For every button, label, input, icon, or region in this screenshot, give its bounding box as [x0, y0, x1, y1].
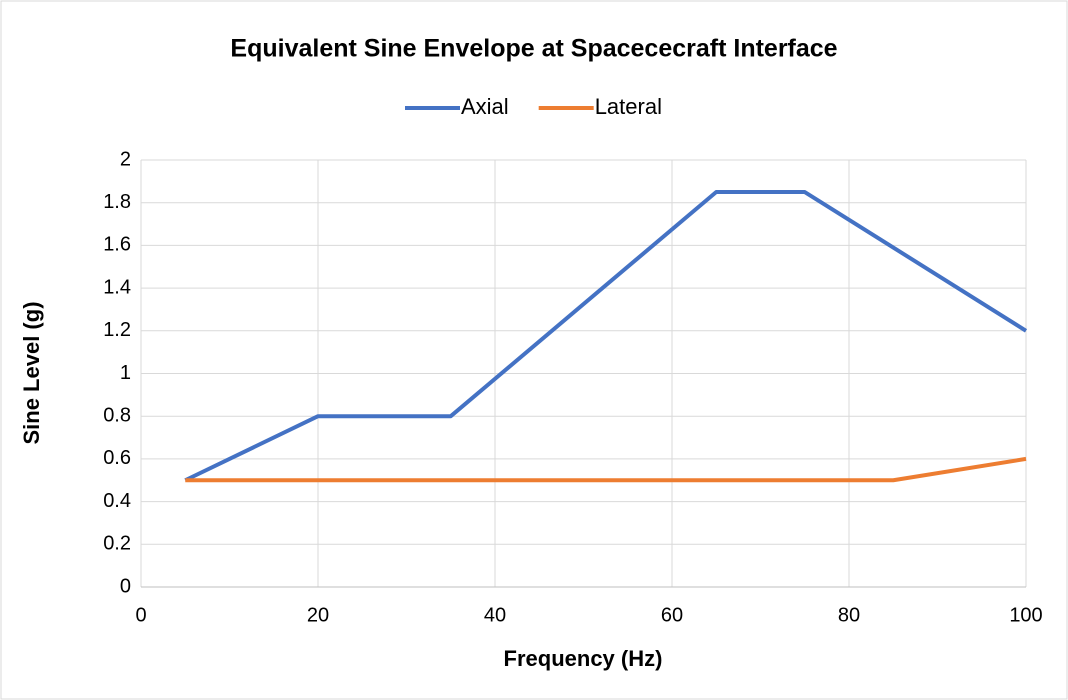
x-tick-label: 80 [838, 604, 860, 626]
series-line [185, 456, 1027, 483]
y-tick-label: 0 [120, 575, 131, 597]
series-line [184, 190, 1028, 483]
x-tick-label: 20 [307, 604, 329, 626]
y-tick-label: 1 [120, 362, 131, 384]
x-tick-label: 60 [661, 604, 683, 626]
y-tick-label: 1.8 [103, 191, 131, 213]
x-tick-label: 0 [135, 604, 146, 626]
y-axis-label: Sine Level (g) [19, 301, 44, 444]
y-tick-label: 0.6 [103, 447, 131, 469]
y-tick-label: 1.6 [103, 234, 131, 256]
y-tick-label: 1.4 [103, 276, 131, 298]
y-tick-label: 0.8 [103, 404, 131, 426]
x-tick-label: 100 [1009, 604, 1042, 626]
y-tick-label: 0.2 [103, 533, 131, 555]
legend-label: Lateral [595, 94, 662, 119]
y-tick-label: 0.4 [103, 490, 131, 512]
chart-title: Equivalent Sine Envelope at Spacececraft… [230, 35, 837, 63]
x-tick-label: 40 [484, 604, 506, 626]
y-tick-label: 2 [120, 148, 131, 170]
legend-label: Axial [461, 94, 509, 119]
x-axis-label: Frequency (Hz) [504, 646, 663, 671]
y-tick-label: 1.2 [103, 319, 131, 341]
